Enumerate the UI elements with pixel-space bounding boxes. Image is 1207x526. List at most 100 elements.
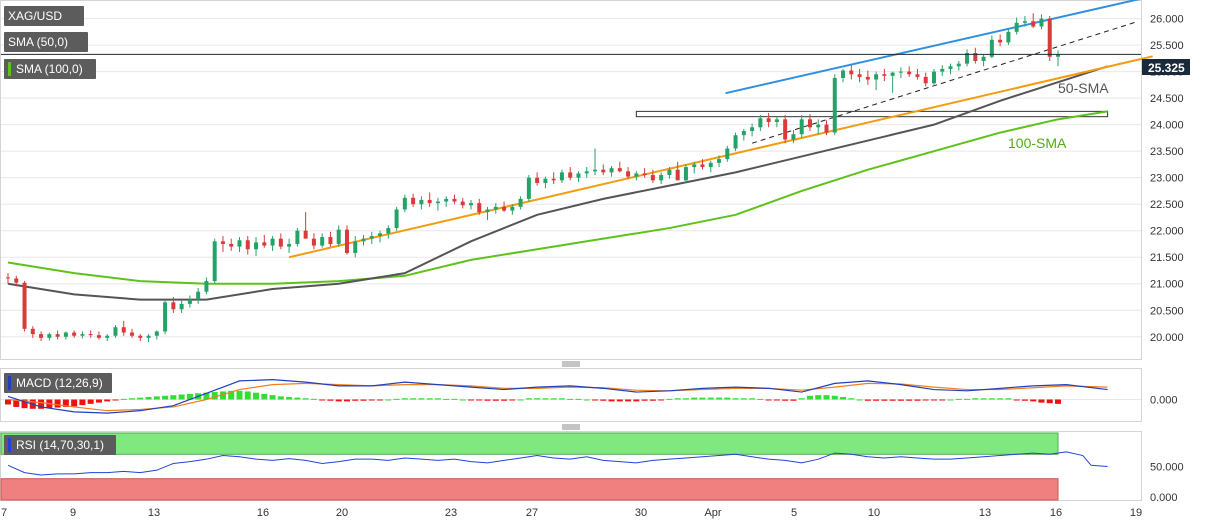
candle-body bbox=[824, 124, 829, 133]
candle-body bbox=[783, 119, 788, 140]
x-tick-label: 10 bbox=[868, 507, 880, 519]
last-price-tag: 25.325 bbox=[1142, 59, 1190, 75]
candle-body bbox=[923, 76, 928, 84]
macd-histogram-bar bbox=[964, 398, 971, 400]
macd-histogram-bar bbox=[616, 399, 623, 402]
macd-histogram-bar bbox=[145, 397, 152, 400]
price-tick-label: 26.000 bbox=[1150, 14, 1184, 26]
macd-histogram-bar bbox=[773, 399, 780, 401]
candle-body bbox=[1006, 31, 1011, 43]
legend-rsi[interactable]: RSI (14,70,30,1) bbox=[4, 435, 116, 455]
candle-body bbox=[196, 291, 201, 300]
rsi-tick-label: 50.000 bbox=[1150, 462, 1184, 474]
candle-body bbox=[378, 233, 383, 237]
candle-body bbox=[849, 70, 854, 75]
candle-body bbox=[444, 198, 449, 202]
candle-body bbox=[816, 124, 821, 128]
macd-histogram-bar bbox=[509, 399, 516, 401]
macd-histogram-bar bbox=[980, 398, 987, 400]
macd-pane-frame bbox=[0, 368, 1142, 422]
x-tick-label: 5 bbox=[791, 507, 797, 519]
macd-histogram-bar bbox=[385, 399, 392, 401]
price-tick-label: 20.500 bbox=[1150, 305, 1184, 317]
macd-histogram-bar bbox=[864, 399, 871, 401]
legend-symbol[interactable]: XAG/USD bbox=[4, 6, 84, 26]
macd-histogram-bar bbox=[782, 399, 789, 401]
candle-body bbox=[468, 203, 473, 206]
legend-sma100[interactable]: SMA (100,0) bbox=[4, 59, 96, 79]
candle-body bbox=[659, 175, 664, 181]
macd-histogram-bar bbox=[848, 398, 855, 400]
candle-body bbox=[96, 335, 101, 338]
candle-body bbox=[411, 197, 416, 205]
macd-histogram-bar bbox=[170, 395, 177, 400]
macd-histogram-bar bbox=[749, 398, 756, 400]
candle-body bbox=[14, 278, 19, 283]
legend-rsi-label: RSI (14,70,30,1) bbox=[16, 438, 105, 452]
candle-body bbox=[576, 173, 581, 178]
rsi-overbought-zone bbox=[0, 432, 1059, 455]
macd-histogram-bar bbox=[517, 399, 524, 401]
macd-histogram-bar bbox=[633, 399, 640, 402]
pane-resize-handle-2[interactable] bbox=[562, 424, 580, 430]
candle-body bbox=[47, 334, 52, 338]
pane-resize-handle-1[interactable] bbox=[562, 361, 580, 367]
rsi-tick-label: 0.000 bbox=[1150, 492, 1178, 504]
candle-body bbox=[270, 238, 275, 246]
macd-histogram-bar bbox=[484, 399, 491, 401]
price-tick-label: 24.500 bbox=[1150, 93, 1184, 105]
legend-macd[interactable]: MACD (12,26,9) bbox=[4, 373, 112, 393]
macd-histogram-bar bbox=[71, 399, 78, 407]
price-tick-label: 21.000 bbox=[1150, 279, 1184, 291]
candle-body bbox=[965, 53, 970, 64]
candle-body bbox=[1047, 18, 1052, 57]
macd-histogram-bar bbox=[906, 399, 913, 401]
candle-body bbox=[493, 206, 498, 210]
macd-histogram-bar bbox=[765, 399, 772, 401]
candle-body bbox=[419, 199, 424, 205]
price-tick-label: 20.000 bbox=[1150, 332, 1184, 344]
candle-body bbox=[998, 39, 1003, 43]
macd-histogram-bar bbox=[856, 399, 863, 401]
candle-body bbox=[55, 334, 60, 337]
support-zone-rect bbox=[635, 110, 1109, 118]
candle-body bbox=[460, 201, 465, 206]
macd-histogram-bar bbox=[418, 398, 425, 400]
candle-body bbox=[187, 299, 192, 304]
price-tick-label: 22.500 bbox=[1150, 199, 1184, 211]
candle-body bbox=[907, 71, 912, 75]
macd-histogram-bar bbox=[806, 395, 813, 400]
candle-body bbox=[584, 171, 589, 174]
legend-sma50-label: SMA (50,0) bbox=[8, 35, 69, 49]
macd-histogram-bar bbox=[21, 399, 28, 409]
x-tick-label: 16 bbox=[1050, 507, 1062, 519]
price-tick-label: 24.000 bbox=[1150, 120, 1184, 132]
x-tick-label: 27 bbox=[526, 507, 538, 519]
macd-histogram-bar bbox=[1055, 399, 1061, 404]
macd-histogram-bar bbox=[988, 398, 995, 400]
x-tick-label: 16 bbox=[257, 507, 269, 519]
candle-body bbox=[807, 119, 812, 128]
legend-sma50[interactable]: SMA (50,0) bbox=[4, 32, 88, 52]
macd-histogram-bar bbox=[302, 398, 309, 400]
candle-body bbox=[626, 171, 631, 177]
macd-histogram-bar bbox=[525, 398, 532, 400]
rsi-oversold-zone bbox=[0, 478, 1059, 501]
candle-body bbox=[138, 335, 143, 338]
candle-body bbox=[510, 206, 515, 211]
candle-body bbox=[1056, 54, 1060, 57]
sma100-annotation: 100-SMA bbox=[1008, 135, 1067, 151]
candle-body bbox=[683, 167, 688, 181]
price-pane: 20.000 20.500 21.000 21.500 22.000 22.500 23.0… bbox=[1, 0, 1184, 344]
sma50-line bbox=[7, 65, 1108, 301]
x-tick-label: 9 bbox=[70, 507, 76, 519]
candle-body bbox=[328, 237, 333, 244]
macd-histogram-bar bbox=[112, 399, 119, 401]
macd-histogram-bar bbox=[186, 393, 193, 400]
candle-body bbox=[857, 74, 862, 77]
candle-body bbox=[543, 178, 548, 183]
candle-body bbox=[535, 177, 540, 183]
macd-histogram-bar bbox=[443, 398, 450, 400]
macd-histogram-bar bbox=[658, 399, 665, 401]
candle-body bbox=[394, 209, 399, 229]
